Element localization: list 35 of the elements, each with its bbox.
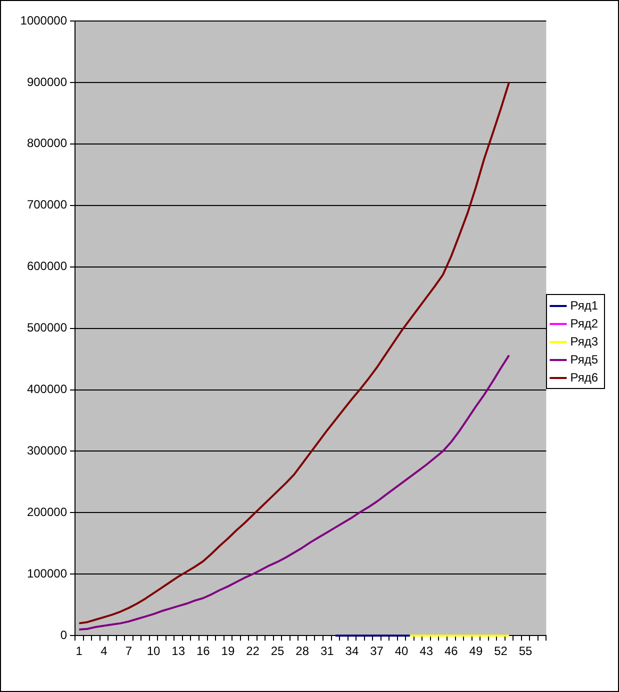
x-tick-label: 4 xyxy=(100,644,108,658)
x-tick-label: 22 xyxy=(246,644,260,658)
legend-label: Ряд5 xyxy=(570,352,598,366)
y-tick-label: 700000 xyxy=(26,198,68,212)
x-tick-label: 28 xyxy=(296,644,310,658)
x-tick-label: 25 xyxy=(270,644,285,658)
x-tick-label: 40 xyxy=(394,644,409,658)
y-tick-label: 500000 xyxy=(26,320,68,335)
x-tick-label: 55 xyxy=(518,644,533,658)
legend-label: Ряд1 xyxy=(570,298,598,312)
x-tick-label: 19 xyxy=(221,644,235,658)
x-tick-label: 52 xyxy=(494,644,508,658)
x-tick-label: 10 xyxy=(146,644,161,658)
x-tick-label: 7 xyxy=(125,644,132,658)
legend-label: Ряд3 xyxy=(570,334,598,348)
y-tick-label: 800000 xyxy=(26,136,68,150)
y-tick-label: 0 xyxy=(60,628,68,642)
y-tick-label: 900000 xyxy=(26,74,68,89)
y-tick-label: 600000 xyxy=(26,259,68,274)
y-tick-label: 200000 xyxy=(26,504,68,519)
x-tick-label: 13 xyxy=(172,644,186,658)
x-tick-label: 37 xyxy=(370,644,384,658)
x-tick-label: 46 xyxy=(444,644,458,658)
x-tick-label: 31 xyxy=(320,644,334,658)
y-tick-label: 300000 xyxy=(26,444,68,458)
x-tick-label: 1 xyxy=(76,644,83,658)
legend-label: Ряд2 xyxy=(570,316,598,330)
x-tick-label: 34 xyxy=(345,644,359,658)
legend-label: Ряд6 xyxy=(570,370,598,384)
x-tick-label: 16 xyxy=(196,644,210,658)
x-tick-label: 49 xyxy=(469,644,483,658)
y-tick-label: 100000 xyxy=(26,566,68,580)
x-tick-label: 43 xyxy=(420,644,434,658)
y-tick-label: 1000000 xyxy=(20,13,68,28)
y-tick-label: 400000 xyxy=(26,382,68,396)
